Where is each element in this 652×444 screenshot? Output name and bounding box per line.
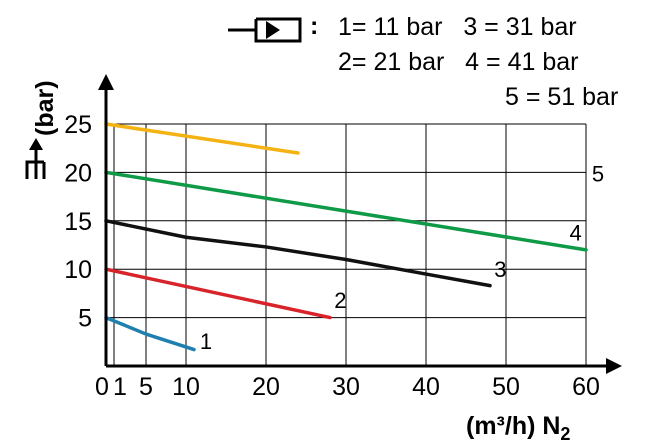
series-line-4 (104, 170, 588, 252)
x-tick-label-0: 0 (95, 373, 109, 401)
series-label-3: 3 (494, 257, 506, 282)
inlet-pressure-icon (228, 17, 302, 43)
x-axis-label: (m³/h) N2 (466, 412, 570, 444)
x-tick-label-1: 1 (113, 373, 127, 401)
y-axis-arrow-icon (98, 74, 114, 90)
series-label-2: 2 (334, 288, 346, 313)
series-label-5: 5 (592, 161, 604, 186)
x-tick-label-4: 20 (252, 373, 280, 401)
series-line-5 (104, 122, 300, 155)
legend-row-1: 1= 11 bar 3 = 31 bar (338, 13, 577, 41)
series-labels: 1 2 3 4 5 (200, 161, 604, 353)
x-tick-label-8: 60 (572, 373, 600, 401)
y-axis-label: (bar) (31, 80, 59, 136)
legend-colon: : (310, 12, 319, 40)
y-tick-label-3: 20 (64, 159, 92, 187)
x-tick-label-2: 5 (139, 373, 153, 401)
legend-row-3: 5 = 51 bar (505, 83, 619, 111)
series-label-4: 4 (569, 220, 581, 245)
x-tick-label-5: 30 (332, 373, 360, 401)
y-tick-label-0: 5 (78, 305, 92, 333)
series-line-3 (104, 219, 492, 288)
axes (98, 74, 622, 374)
x-axis-arrow-icon (606, 358, 622, 374)
x-tick-label-3: 10 (172, 373, 200, 401)
x-tick-label-7: 50 (492, 373, 520, 401)
x-tick-label-6: 40 (412, 373, 440, 401)
grid-lines (106, 123, 587, 366)
y-tick-label-2: 15 (64, 208, 92, 236)
y-tick-labels: 5 10 15 20 25 (64, 111, 92, 333)
x-tick-labels: 0 1 5 10 20 30 40 50 60 (95, 373, 600, 401)
legend-row-2: 2= 21 bar 4 = 41 bar (338, 48, 579, 76)
y-tick-label-4: 25 (64, 111, 92, 139)
series-label-1: 1 (200, 329, 212, 354)
series-line-2 (104, 267, 332, 320)
y-tick-label-1: 10 (64, 256, 92, 284)
series-lines (104, 122, 588, 352)
series-line-1 (104, 315, 196, 352)
outlet-pressure-icon (25, 138, 46, 179)
